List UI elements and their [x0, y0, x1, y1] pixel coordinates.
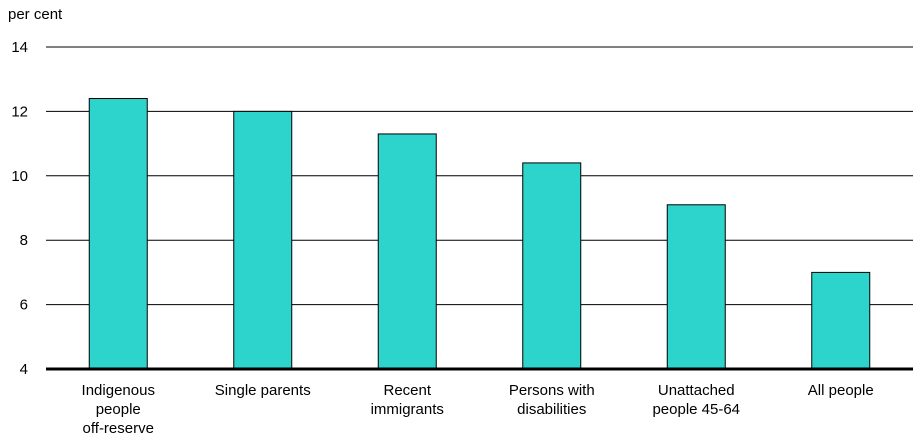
- y-tick-label: 12: [11, 103, 28, 120]
- category-label-line: Persons with: [509, 382, 595, 399]
- bar: [233, 110, 293, 370]
- y-axis-unit-label: per cent: [8, 6, 63, 23]
- category-label: All people: [808, 382, 874, 399]
- y-tick-label: 8: [20, 232, 28, 249]
- category-label-line: All people: [808, 382, 874, 399]
- category-label-line: immigrants: [371, 401, 444, 418]
- category-label: Recent immigrants: [371, 382, 444, 418]
- y-tick-label: 10: [11, 168, 28, 185]
- category-label-line: people: [96, 401, 141, 418]
- category-label-line: off-reserve: [83, 420, 154, 437]
- bar: [377, 133, 437, 370]
- y-tick-label: 4: [20, 361, 28, 378]
- category-label: Single parents: [215, 382, 311, 399]
- category-label: Indigenous people off-reserve: [82, 382, 155, 437]
- gridlines: [46, 46, 913, 306]
- category-label-line: people 45-64: [652, 401, 740, 418]
- category-label-line: Unattached: [658, 382, 735, 399]
- category-label-line: Recent: [383, 382, 431, 399]
- bar: [811, 271, 871, 370]
- category-label-line: Indigenous: [82, 382, 155, 399]
- y-tick-labels: 4 6 8 10 12 14: [11, 39, 28, 378]
- y-tick-label: 14: [11, 39, 28, 56]
- bar: [88, 98, 148, 370]
- category-label-line: disabilities: [517, 401, 586, 418]
- bars: [88, 98, 871, 370]
- category-label: Persons with disabilities: [509, 382, 595, 418]
- category-labels: Indigenous people off-reserve Single parent…: [82, 382, 874, 437]
- category-label: Unattached people 45-64: [652, 382, 740, 418]
- y-tick-label: 6: [20, 297, 28, 314]
- bar: [522, 162, 582, 370]
- category-label-line: Single parents: [215, 382, 311, 399]
- bar: [666, 204, 726, 370]
